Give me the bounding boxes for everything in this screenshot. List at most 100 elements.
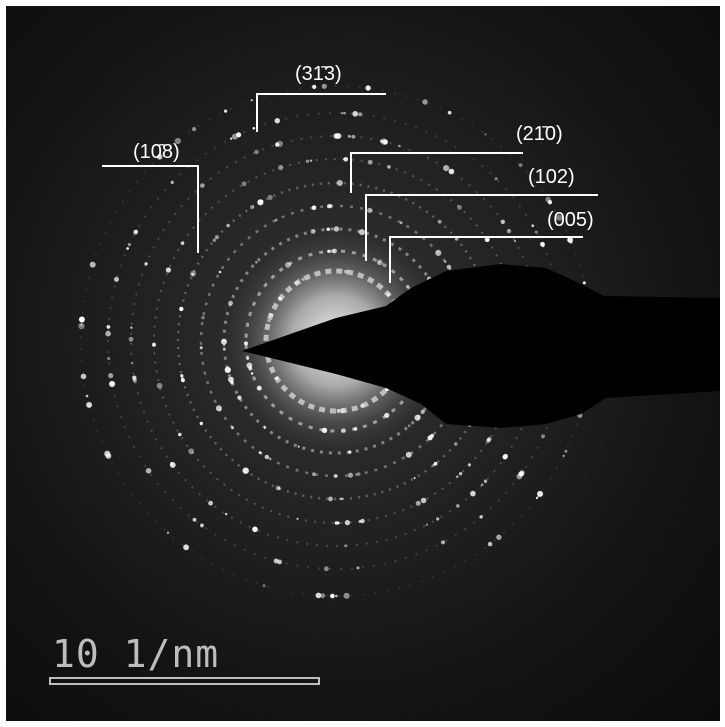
diffraction-spot [399, 221, 403, 225]
diffraction-spot [250, 99, 253, 102]
diffraction-spot [152, 342, 156, 347]
diffraction-spot [582, 281, 586, 285]
diffraction-spot [353, 427, 358, 431]
diffraction-spot [269, 458, 272, 461]
diffraction-spot [144, 262, 148, 266]
diffraction-spot [180, 374, 184, 378]
diffraction-spot [105, 330, 111, 337]
diffraction-spot [170, 461, 174, 466]
diffraction-spot [200, 523, 204, 527]
diffraction-spot [545, 196, 551, 203]
diffraction-spot [275, 485, 281, 491]
diffraction-spot [333, 474, 338, 478]
diffraction-spot [387, 165, 391, 169]
diffraction-spot [358, 112, 363, 117]
diffraction-spot [180, 378, 185, 383]
diffraction-spot [496, 534, 502, 540]
diffraction-spot [336, 408, 341, 413]
diffraction-spot [278, 164, 284, 171]
diffraction-spot [564, 449, 568, 453]
diffraction-spot [231, 426, 234, 430]
diffraction-spot [174, 137, 181, 145]
diffraction-spot [380, 139, 384, 143]
diffraction-spot [458, 472, 463, 476]
diffraction-spot [301, 277, 305, 281]
diffraction-spot [405, 284, 410, 288]
diffraction-spot [484, 237, 490, 243]
scale-bar [49, 677, 320, 685]
diffraction-spot [274, 218, 278, 222]
diffraction-spot [457, 205, 462, 210]
diffraction-spot [226, 223, 230, 228]
label-005: (005) [547, 209, 594, 231]
diffraction-spot [420, 497, 427, 504]
diffraction-spot [256, 385, 262, 391]
diffraction-spot [569, 240, 573, 244]
diffraction-spot [252, 127, 256, 130]
diffraction-pattern-image: (10̄8) (31̄3) (21̄0) (102) (005) 10 1/nm [6, 6, 720, 721]
diffraction-spot [386, 292, 391, 297]
diffraction-spot [104, 450, 111, 457]
diffraction-spot [321, 427, 328, 433]
diffraction-spot [223, 348, 226, 351]
diffraction-spot [341, 112, 344, 115]
diffraction-spot [267, 318, 271, 323]
diffraction-spot [294, 282, 298, 285]
beam-stop [242, 264, 720, 428]
diffraction-spot [328, 203, 333, 209]
diffraction-spot [454, 442, 458, 446]
diffraction-spot [212, 238, 217, 242]
diffraction-spot [312, 84, 317, 89]
diffraction-spot [467, 463, 471, 467]
diffraction-spot [225, 512, 228, 516]
diffraction-spot [562, 454, 565, 457]
diffraction-spot [367, 207, 373, 213]
diffraction-spot [456, 475, 459, 478]
diffraction-spot [179, 306, 184, 312]
diffraction-spot [500, 219, 505, 224]
diffraction-graphic [49, 55, 720, 685]
diffraction-spot [145, 468, 152, 474]
diffraction-spot [436, 517, 440, 521]
diffraction-spot [250, 372, 254, 375]
diffraction-spot [344, 544, 347, 548]
diffraction-spot [454, 237, 459, 241]
diffraction-spot [444, 260, 447, 263]
diffraction-spot [343, 112, 346, 115]
diffraction-spot [178, 432, 182, 437]
diffraction-spot [170, 180, 174, 184]
diffraction-spot [356, 472, 361, 476]
diffraction-spot [110, 381, 114, 386]
diffraction-spot [486, 438, 491, 444]
diffraction-spot [360, 518, 365, 524]
diffraction-spot [328, 496, 333, 502]
diffraction-spot [513, 239, 517, 243]
diffraction-spot [330, 593, 335, 599]
diffraction-spot [365, 85, 371, 91]
diffraction-spot [241, 181, 247, 187]
diffraction-spot [242, 467, 249, 474]
diffraction-spot [191, 272, 195, 276]
diffraction-spot [326, 227, 330, 231]
diffraction-spot [547, 200, 553, 205]
diffraction-spot [221, 338, 227, 345]
diffraction-spot [230, 137, 233, 140]
diffraction-spot [263, 426, 267, 429]
diffraction-spot [246, 357, 249, 360]
label-313: (31̄3) [295, 63, 342, 85]
diffraction-spot [448, 168, 455, 175]
leader-313 [256, 93, 386, 132]
diffraction-spot [128, 336, 134, 342]
diffraction-spot [183, 544, 190, 551]
diffraction-spot [267, 194, 273, 200]
diffraction-spot [237, 395, 242, 400]
diffraction-spot [252, 526, 258, 533]
diffraction-spot [89, 261, 96, 268]
diffraction-spot [107, 356, 111, 361]
diffraction-spot [250, 205, 255, 210]
diffraction-spot [315, 592, 322, 599]
diffraction-spot [340, 408, 346, 414]
diffraction-spot [165, 267, 171, 273]
diffraction-spot [340, 428, 347, 434]
diffraction-spot [312, 472, 316, 477]
